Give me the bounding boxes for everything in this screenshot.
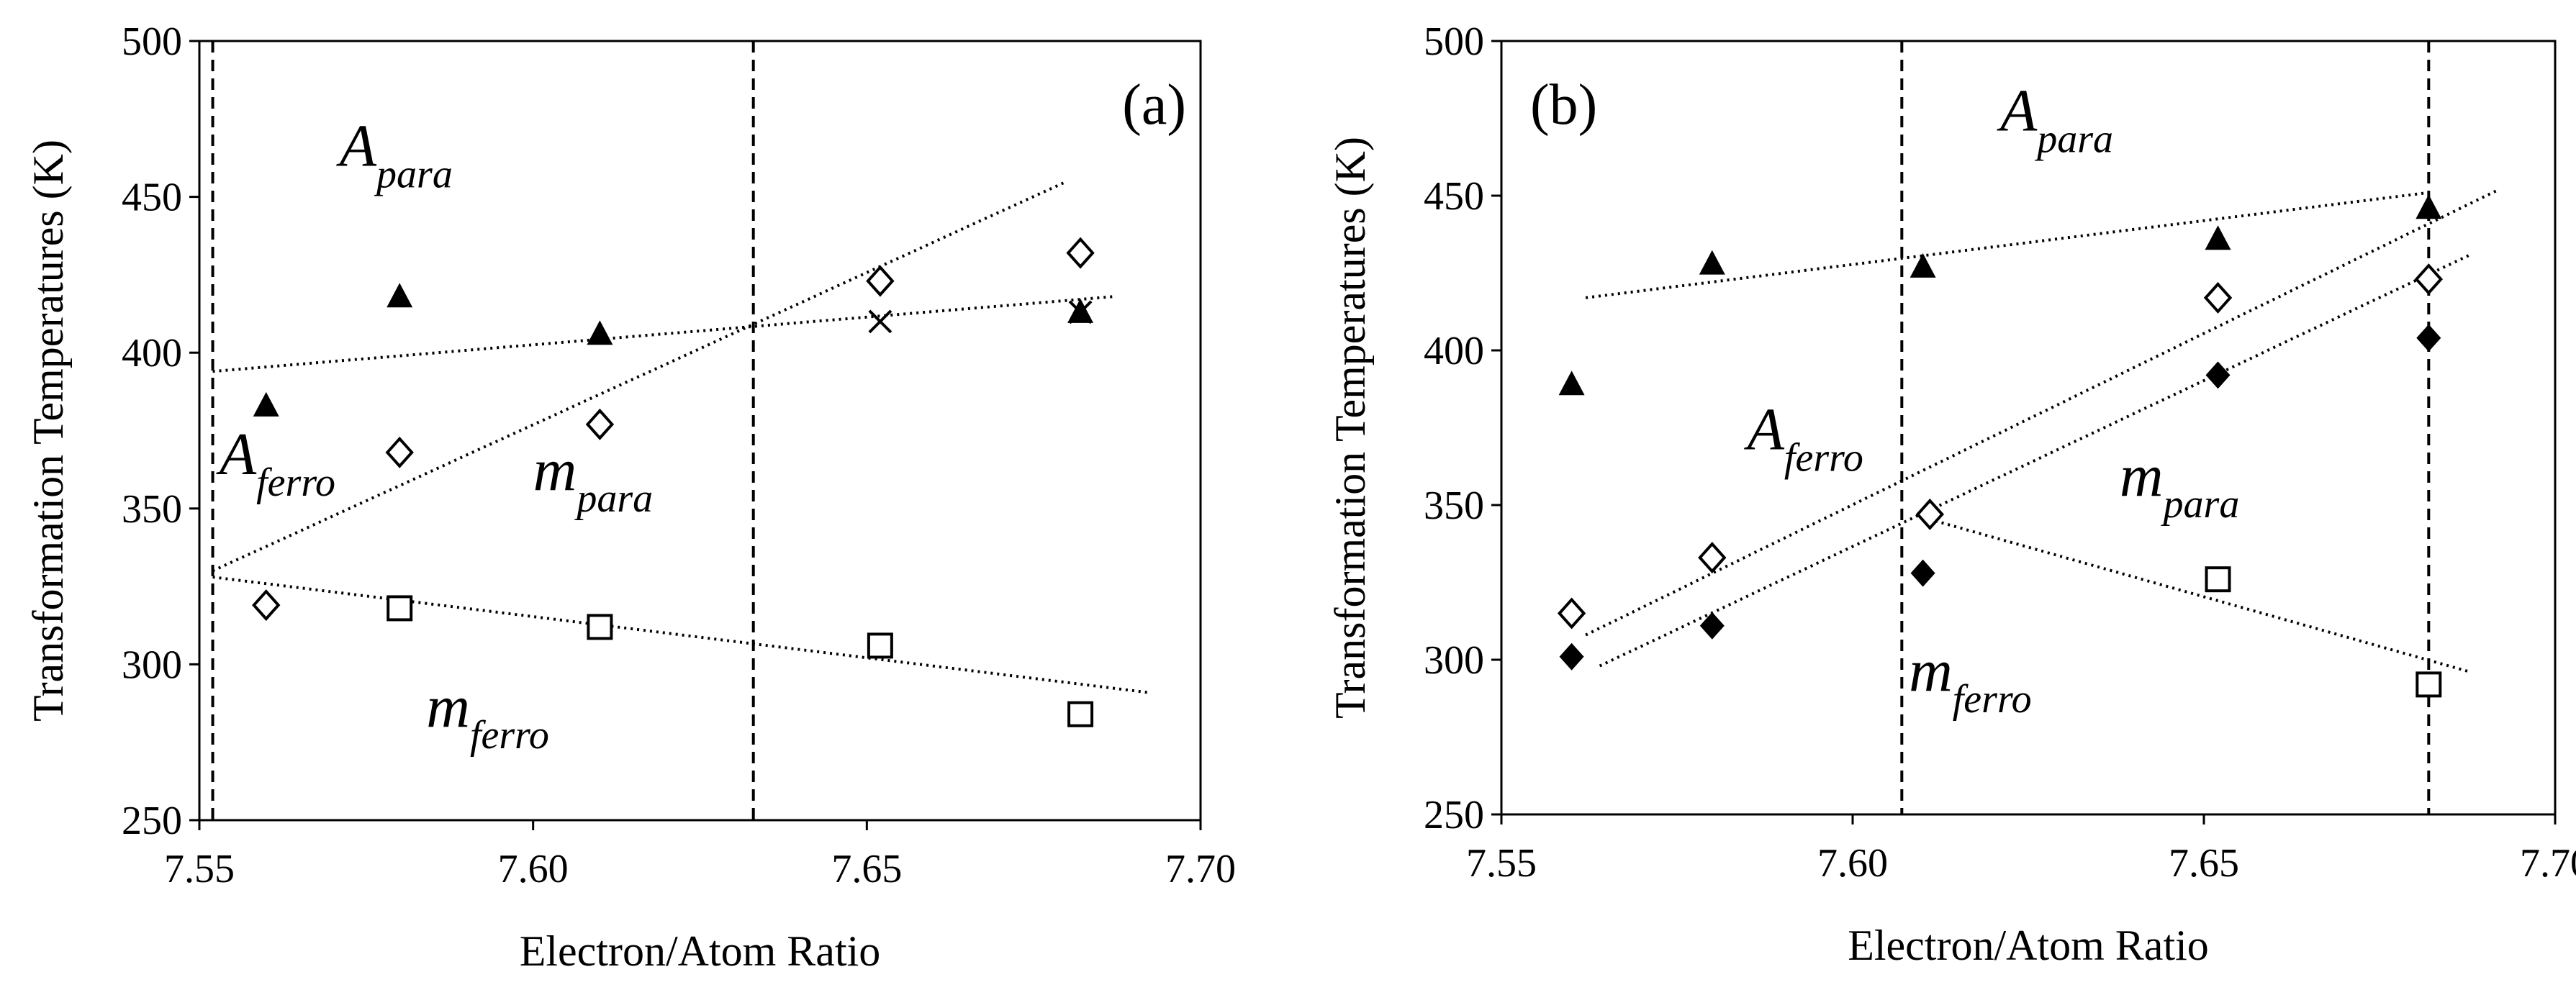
region-label-main: A: [1744, 396, 1785, 463]
region-label: mpara: [533, 437, 653, 521]
plot-frame: [1500, 40, 2557, 816]
data-point-diamond-open: [2203, 281, 2233, 314]
data-point-cross: [1068, 300, 1093, 324]
region-label-main: m: [426, 673, 470, 740]
x-tick-label: 7.70: [2520, 841, 2576, 886]
data-point-triangle: [2415, 194, 2442, 219]
trend-line: [212, 295, 1114, 373]
data-point-square-open: [587, 614, 613, 640]
y-tick-label: 400: [122, 331, 182, 376]
region-label-sub: para: [2161, 482, 2240, 527]
y-tick-label: 350: [122, 487, 182, 532]
x-tick-label: 7.65: [831, 847, 902, 891]
region-label-main: A: [1997, 78, 2038, 145]
y-tick-label: 300: [1424, 638, 1484, 683]
x-axis-title: Electron/Atom Ratio: [520, 927, 881, 975]
data-point-diamond-open: [1698, 542, 1727, 574]
y-axis-title: Transformation Temperatures (K): [24, 140, 72, 722]
region-label: Apara: [1997, 78, 2113, 162]
region-label-main: A: [336, 112, 377, 179]
region-label: Aferro: [1744, 396, 1863, 481]
x-tick-label: 7.70: [1165, 847, 1236, 891]
panel-a: 250 300 350 400 450 500 7.55 7.60 7.65 7.70 Electr…: [24, 19, 1236, 975]
data-point-triangle: [1558, 371, 1585, 396]
data-point-diamond-open: [1066, 237, 1095, 269]
region-label-main: A: [216, 421, 257, 488]
data-point-diamond-filled: [2416, 324, 2441, 352]
region-label: mferro: [426, 673, 549, 758]
data-point-diamond-open: [585, 408, 615, 440]
data-point-triangle: [1699, 250, 1725, 275]
trend-line: [212, 180, 1068, 573]
x-tick-label: 7.65: [2169, 841, 2239, 886]
region-label-main: m: [533, 437, 577, 504]
y-tick-label: 300: [122, 642, 182, 687]
data-point-diamond-open: [866, 265, 895, 297]
panel-label: (a): [1122, 73, 1186, 137]
x-tick-label: 7.60: [498, 847, 569, 891]
region-label-sub: ferro: [256, 460, 335, 505]
y-tick-label: 250: [1424, 793, 1484, 837]
y-tick-label: 450: [122, 176, 182, 220]
y-tick-label: 350: [1424, 483, 1484, 528]
y-tick-label: 450: [1424, 174, 1484, 219]
data-point-square-open: [387, 595, 413, 622]
data-point-triangle: [587, 320, 613, 345]
panel-label: (b): [1530, 73, 1597, 137]
y-tick-label: 500: [122, 19, 182, 64]
region-label: Apara: [336, 112, 453, 196]
region-label-sub: para: [2034, 117, 2113, 162]
data-point-square-open: [2415, 671, 2442, 698]
data-point-square-open: [2205, 566, 2231, 593]
data-point-diamond-filled: [2205, 361, 2231, 389]
region-label-sub: ferro: [470, 713, 549, 758]
data-point-diamond-open: [252, 589, 281, 622]
x-tick-label: 7.55: [1466, 841, 1537, 886]
data-point-square-open: [867, 632, 893, 659]
data-point-diamond-filled: [1559, 642, 1584, 671]
region-label-sub: para: [574, 476, 653, 521]
data-point-diamond-open: [1915, 498, 1945, 530]
trend-line: [212, 576, 1148, 694]
region-label: Aferro: [216, 421, 335, 505]
region-label-sub: ferro: [1784, 436, 1863, 481]
data-point-triangle: [1910, 253, 1936, 278]
data-point-triangle: [253, 391, 279, 417]
x-axis-title: Electron/Atom Ratio: [1848, 922, 2209, 969]
y-tick-label: 250: [122, 799, 182, 843]
data-point-diamond-open: [1557, 597, 1586, 630]
trend-line: [1585, 188, 2500, 637]
region-label-main: m: [2120, 442, 2164, 509]
trend-line: [1585, 191, 2429, 299]
region-label-sub: para: [374, 152, 453, 196]
data-point-diamond-filled: [1699, 612, 1725, 640]
data-point-triangle: [2205, 225, 2231, 250]
region-label: mpara: [2120, 442, 2239, 527]
data-point-diamond-open: [385, 436, 414, 468]
data-point-cross: [868, 309, 892, 334]
y-tick-label: 500: [1424, 19, 1484, 64]
plot-frame: [198, 40, 1202, 822]
y-tick-label: 400: [1424, 329, 1484, 373]
trend-line: [1922, 516, 2472, 674]
x-tick-label: 7.55: [164, 847, 235, 891]
region-label-sub: ferro: [1953, 677, 2032, 722]
data-point-triangle: [387, 283, 413, 308]
data-point-diamond-filled: [1910, 559, 1935, 587]
data-point-square-open: [1067, 701, 1094, 727]
x-tick-label: 7.60: [1817, 841, 1888, 886]
panel-b: 250 300 350 400 450 500 7.55 7.60 7.65 7.70 Electr…: [1327, 19, 2576, 969]
data-point-diamond-open: [2414, 263, 2444, 296]
region-label: mferro: [1909, 637, 2032, 722]
trend-line: [1599, 253, 2472, 668]
region-label-main: m: [1909, 637, 1953, 704]
y-axis-title: Transformation Temperatures (K): [1327, 137, 1374, 719]
